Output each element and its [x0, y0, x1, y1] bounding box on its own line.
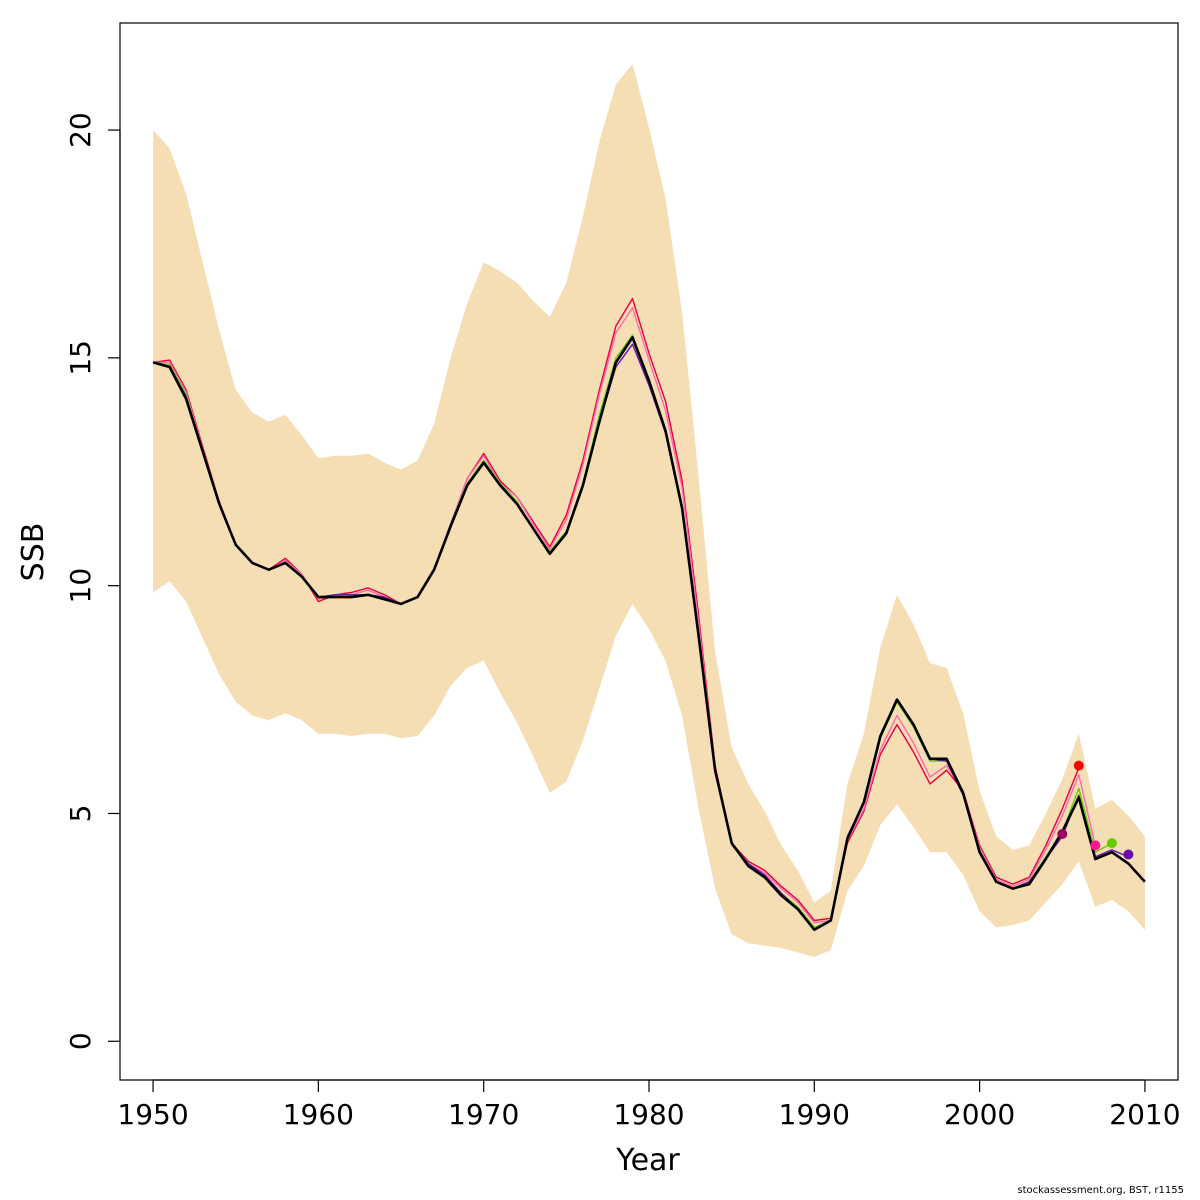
series-lines-layer [152, 297, 1146, 932]
y-tick-label: 15 [64, 340, 97, 376]
x-tick-label: 1970 [448, 1098, 519, 1131]
series-line-5 [152, 336, 1146, 932]
x-tick-label: 2000 [944, 1098, 1015, 1131]
y-tick-label: 20 [64, 112, 97, 148]
terminal-point-2005 [1057, 829, 1068, 839]
terminal-point-2007 [1090, 840, 1101, 851]
x-tick-label: 1990 [779, 1098, 850, 1131]
confidence-band-layer [153, 64, 1145, 957]
terminal-point-2008 [1106, 838, 1117, 849]
x-tick-label: 2010 [1109, 1098, 1180, 1131]
y-axis: 0 5 10 15 20 [64, 112, 121, 1050]
footer-credit: stockassessment.org, BST, r1155 [1017, 1185, 1184, 1196]
terminal-points-layer [1057, 760, 1134, 860]
terminal-point-2006 [1073, 760, 1084, 771]
x-axis: 1950 1960 1970 1980 1990 2000 2010 [117, 1079, 1181, 1131]
x-tick-label: 1950 [117, 1098, 188, 1131]
x-tick-label: 1960 [283, 1098, 354, 1131]
x-axis-title: Year [615, 1143, 680, 1178]
y-tick-label: 5 [64, 805, 97, 823]
y-tick-label: 0 [64, 1032, 97, 1050]
confidence-band [153, 64, 1145, 957]
terminal-point-2009 [1123, 849, 1134, 860]
x-tick-label: 1980 [613, 1098, 684, 1131]
y-tick-label: 10 [64, 568, 97, 604]
y-axis-title: SSB [16, 523, 51, 582]
